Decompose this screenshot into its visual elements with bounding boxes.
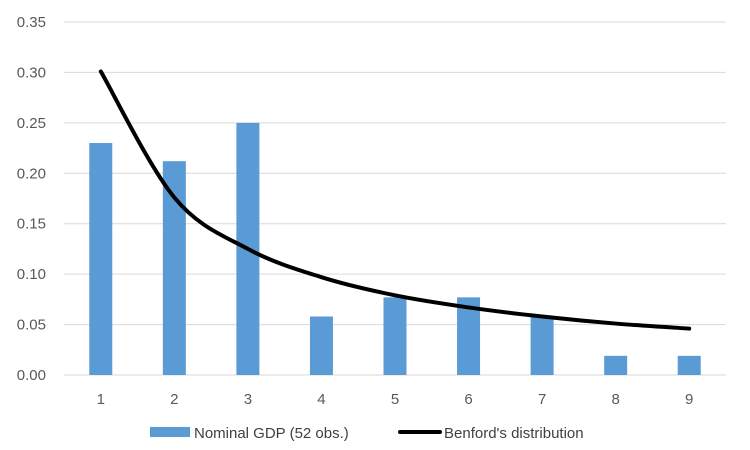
benford-line (98, 69, 692, 331)
y-tick-label: 0.20 (17, 165, 46, 182)
bar (604, 355, 628, 375)
line-series (98, 69, 692, 331)
bar (677, 355, 701, 375)
x-tick-label: 4 (317, 391, 325, 408)
x-tick-label: 1 (97, 391, 105, 408)
x-tick-label: 6 (464, 391, 472, 408)
x-tick-label: 9 (685, 391, 693, 408)
y-tick-label: 0.15 (17, 216, 46, 233)
bar (89, 143, 113, 375)
x-axis-ticks: 1 2 3 4 5 6 7 8 9 (97, 391, 694, 408)
y-tick-label: 0.05 (17, 317, 46, 334)
bar (530, 316, 554, 375)
y-tick-label: 0.30 (17, 64, 46, 81)
bar-series (89, 122, 701, 375)
y-tick-label: 0.35 (17, 14, 46, 31)
legend-bar-label: Nominal GDP (52 obs.) (194, 425, 349, 442)
y-tick-label: 0.10 (17, 266, 46, 283)
bar (162, 161, 186, 375)
x-tick-label: 3 (244, 391, 252, 408)
y-axis-ticks: 0.00 0.05 0.10 0.15 0.20 0.25 0.30 0.35 (17, 14, 46, 384)
x-tick-label: 5 (391, 391, 399, 408)
legend-bar-swatch (150, 427, 190, 437)
x-tick-label: 7 (538, 391, 546, 408)
bar (309, 316, 333, 375)
y-tick-label: 0.25 (17, 115, 46, 132)
legend-line-label: Benford's distribution (444, 425, 584, 442)
y-tick-label: 0.00 (17, 367, 46, 384)
bar (457, 297, 481, 375)
bar (383, 297, 407, 375)
x-tick-label: 2 (170, 391, 178, 408)
x-tick-label: 8 (611, 391, 619, 408)
legend: Nominal GDP (52 obs.) Benford's distribu… (150, 425, 584, 442)
